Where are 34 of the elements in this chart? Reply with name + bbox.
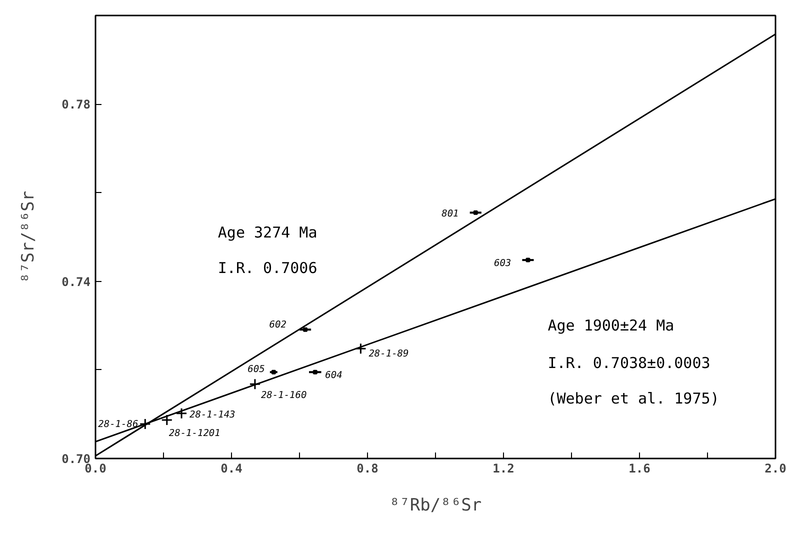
annotation: 28-1-86 — [98, 418, 138, 430]
x-tick-label: 0.8 — [356, 462, 378, 476]
point — [473, 210, 478, 215]
annotation: 801 — [442, 208, 459, 220]
point — [526, 258, 530, 262]
point — [312, 370, 318, 374]
x-tick-label: 1.2 — [492, 462, 514, 476]
point — [139, 418, 151, 430]
point — [176, 408, 188, 420]
annotation: 603 — [494, 258, 512, 270]
x-tick-label: 0.0 — [84, 462, 106, 476]
annotation: 28-1-1201 — [168, 428, 220, 439]
point — [161, 414, 173, 426]
annotation: (Weber et al. 1975) — [548, 390, 720, 408]
annotation: 28-1-160 — [260, 390, 307, 402]
annotation: 604 — [325, 370, 343, 382]
y-tick-label: 0.78 — [62, 98, 91, 112]
y-tick-label: 0.74 — [62, 274, 91, 289]
x-tick-label: 1.6 — [628, 462, 650, 476]
y-axis-title: ⁸⁷Sr/⁸⁶Sr — [18, 190, 39, 284]
annotation: 602 — [269, 320, 287, 331]
x-tick-label: 0.4 — [220, 462, 242, 476]
annotation: 28-1-89 — [368, 348, 410, 360]
point — [249, 378, 261, 390]
annotation: Age 1900±24 Ma — [548, 316, 674, 334]
point — [354, 342, 366, 354]
annotation: 28-1-143 — [190, 409, 236, 420]
annotation: I.R. 0.7038±0.0003 — [548, 354, 710, 372]
annotation: 605 — [248, 364, 266, 376]
annotation: I.R. 0.7006 — [218, 258, 318, 277]
point — [303, 327, 308, 332]
x-axis-title: ⁸⁷Rb/⁸⁶Sr — [389, 496, 482, 516]
x-tick-label: 2.0 — [764, 462, 786, 476]
annotation: Age 3274 Ma — [218, 223, 318, 242]
